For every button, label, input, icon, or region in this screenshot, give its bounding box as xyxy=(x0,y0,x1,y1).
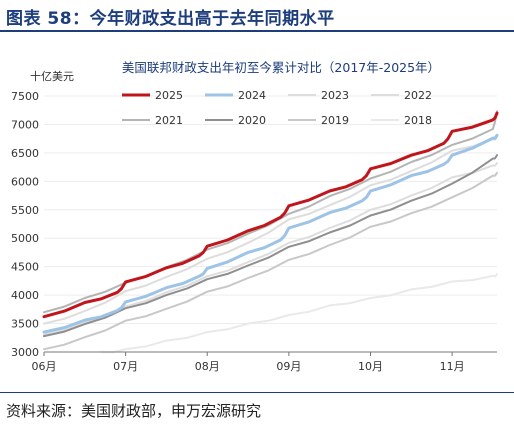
y-tick-label: 7000 xyxy=(11,118,39,131)
y-tick-label: 7500 xyxy=(11,90,39,103)
y-tick-label: 3500 xyxy=(11,318,39,331)
series-line-2019 xyxy=(43,171,498,351)
legend-label-2022: 2022 xyxy=(404,89,432,102)
series-line-2021 xyxy=(43,110,498,314)
legend-label-2025: 2025 xyxy=(155,89,183,102)
figure-title: 图表 58：今年财政支出高于去年同期水平 xyxy=(6,9,335,29)
legend-label-2018: 2018 xyxy=(404,114,432,127)
source-note: 资料来源：美国财政部，申万宏源研究 xyxy=(6,402,262,420)
y-tick-label: 6000 xyxy=(11,175,39,188)
series-line-2024 xyxy=(42,133,499,334)
x-tick-label: 07月 xyxy=(113,360,138,373)
chart-title: 美国联邦财政支出年初至今累计对比（2017年-2025年） xyxy=(122,60,440,75)
y-tick-label: 6500 xyxy=(11,147,39,160)
x-tick-label: 10月 xyxy=(358,360,383,373)
x-tick-label: 06月 xyxy=(32,360,57,373)
legend-label-2024: 2024 xyxy=(238,89,266,102)
series-line-2018 xyxy=(100,273,498,354)
legend-label-2023: 2023 xyxy=(321,89,349,102)
y-axis-unit-label: 十亿美元 xyxy=(30,69,74,83)
y-tick-label: 5500 xyxy=(11,204,39,217)
x-tick-label: 11月 xyxy=(440,360,465,373)
legend: 2025 2024 2023 2022 2021 2020 2019 2018 xyxy=(122,89,432,127)
x-tick-label: 09月 xyxy=(276,360,301,373)
legend-label-2020: 2020 xyxy=(238,114,266,127)
y-tick-label: 3000 xyxy=(11,346,39,359)
series-line-2020 xyxy=(43,154,498,338)
series-line-2025 xyxy=(42,111,499,319)
series-line-2022 xyxy=(43,162,498,336)
source-divider xyxy=(0,392,514,393)
series-lines xyxy=(42,110,499,354)
x-tick-label: 08月 xyxy=(195,360,220,373)
y-tick-label: 4000 xyxy=(11,289,39,302)
legend-label-2021: 2021 xyxy=(155,114,183,127)
series-line-2023 xyxy=(43,136,498,325)
title-divider xyxy=(0,30,514,32)
axes: 3000 3500 4000 4500 5000 5500 6000 6500 7000 7500… xyxy=(11,90,497,373)
y-tick-label: 5000 xyxy=(11,232,39,245)
legend-label-2019: 2019 xyxy=(321,114,349,127)
y-tick-label: 4500 xyxy=(11,261,39,274)
line-chart: 美国联邦财政支出年初至今累计对比（2017年-2025年） 十亿美元 30003… xyxy=(11,60,499,373)
